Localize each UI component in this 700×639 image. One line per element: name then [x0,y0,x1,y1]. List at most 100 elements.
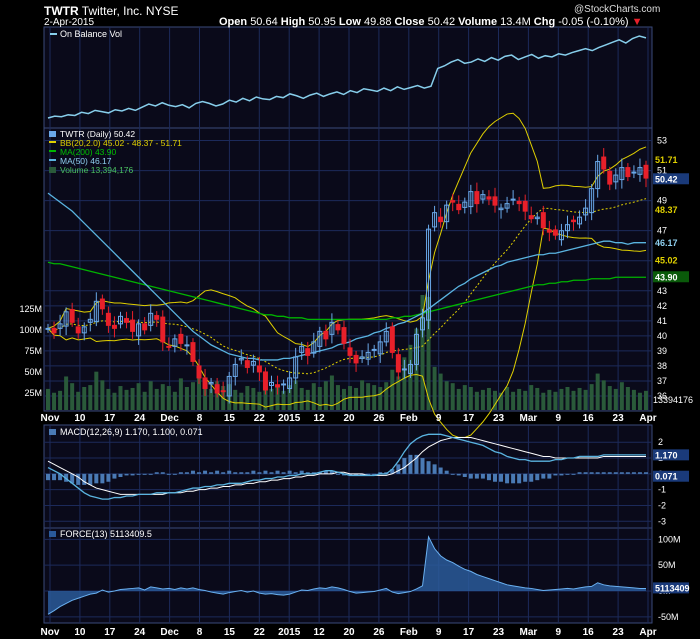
volume-bar [348,386,353,410]
x-tick-label-bottom: 17 [104,627,116,638]
macd-histogram-bar [136,473,141,475]
macd-histogram-bar [438,467,443,474]
macd-histogram-bar [607,472,612,474]
last-bb-upper-bg [653,153,689,165]
candle-body [528,215,534,220]
header-date: 2-Apr-2015 [44,17,95,28]
legend-ma50: MA(50) 46.17 [60,156,112,166]
volume-tick-label: 100M [19,325,42,335]
macd-histogram-bar [360,473,365,476]
volume-bar [426,296,431,410]
volume-bar [124,389,129,410]
x-tick-label-bottom: Apr [639,627,656,638]
candle-body [202,377,208,389]
candle-body [287,377,293,389]
legend-bb: BB(20,2.0) 45.02 - 48.37 - 51.71 [60,138,182,148]
x-tick-label: 23 [613,413,625,424]
candle-body [353,354,359,364]
macd-histogram-bar [154,472,159,474]
x-tick-label-bottom: 9 [436,627,442,638]
macd-histogram-bar [124,473,129,476]
y-tick-label: 40 [657,331,667,341]
volume-bar [354,387,359,410]
macd-line [47,433,646,500]
last-macd-bg [653,449,689,461]
candle-body [63,311,69,327]
macd-histogram-bar [299,470,304,474]
candle-body [81,326,87,334]
last-ma200: 43.90 [655,272,678,282]
candle-body [395,354,401,373]
last-bb-mid-bg [653,204,689,216]
candle-body [111,324,117,329]
candle-body [142,323,148,331]
x-tick-label-bottom: 23 [613,627,625,638]
volume-bar [209,388,214,410]
candle-body [196,365,202,379]
x-tick-label: Nov [41,413,60,424]
macd-histogram-bar [577,472,582,474]
volume-bar [613,388,618,410]
volume-bar [46,388,50,410]
macd-histogram-bar [444,470,449,474]
candle-body [323,330,329,340]
y-tick-label: 47 [657,226,667,236]
volume-tick-label: 75M [24,346,42,356]
volume-bar [577,387,582,410]
candle-body [571,219,577,223]
macd-histogram-bar [257,472,262,474]
candle-body [238,357,244,361]
last-close-bg [653,173,689,185]
macd-histogram-bar [595,472,600,474]
y-tick-label: 36 [657,391,667,401]
candle-body [75,326,81,334]
volume-bar [88,385,93,410]
volume-bar [559,388,564,410]
volume-bar [197,376,202,410]
price-legend: TWTR (Daily) 50.42 BB(20,2.0) 45.02 - 48… [49,129,182,175]
macd-histogram-bar [450,473,455,475]
candle-body [244,360,250,368]
x-tick-label: 9 [436,413,442,424]
volume-bar [305,389,310,410]
candle-body [293,356,299,379]
high-label: High [280,16,306,28]
legend-price: TWTR (Daily) 50.42 [60,129,135,139]
volume-bar [287,385,292,410]
volume-bar [607,386,612,410]
candle-body [166,345,172,348]
candle-body [534,216,540,220]
x-tick-label-bottom: 20 [343,627,355,638]
macd-panel [43,424,653,529]
volume-bar [589,384,594,410]
x-tick-label: Mar [520,413,538,424]
macd-y-tick: 2 [658,437,663,447]
macd-histogram-bar [58,473,63,481]
macd-histogram-bar [553,473,558,476]
candle-body [510,198,516,201]
macd-histogram-bar [462,473,467,477]
macd-histogram-bar [275,470,280,474]
x-tick-label-bottom: 2015 [278,627,301,638]
macd-histogram-bar [335,473,340,475]
x-tick-label: Apr [639,413,656,424]
candle-body [583,207,589,216]
volume-bar [378,387,383,410]
macd-histogram-bar [511,473,516,484]
force-series [47,535,646,615]
obv-panel [43,26,653,129]
x-tick-label: 8 [197,413,203,424]
macd-histogram-bar [184,472,189,474]
candle-body [117,315,123,325]
symbol: TWTR [44,4,79,18]
macd-histogram-bar [88,473,93,485]
volume-bar [70,383,75,410]
candle-body [69,309,75,323]
macd-histogram-bar [130,473,135,476]
candle-body [365,351,371,360]
x-tick-label-bottom: 10 [74,627,86,638]
macd-histogram-bar [348,473,353,476]
obv-legend-text: On Balance Vol [60,29,122,39]
candle-body [256,365,262,373]
volume-bar [529,385,534,410]
